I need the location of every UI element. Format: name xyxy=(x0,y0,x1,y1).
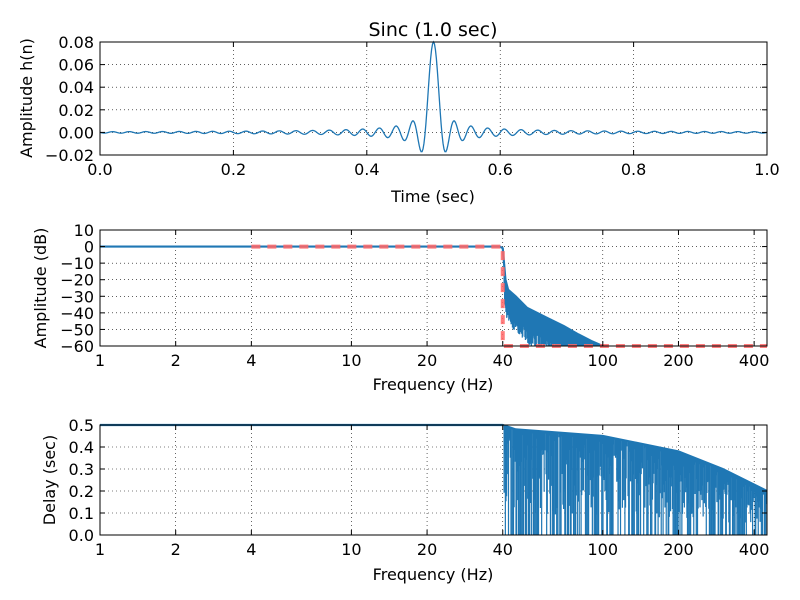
x-axis-label: Frequency (Hz) xyxy=(373,565,494,584)
y-tick-label: 0.02 xyxy=(58,101,94,120)
y-tick-label: 0.5 xyxy=(69,416,94,435)
x-tick-label: 400 xyxy=(739,540,770,559)
x-tick-label: 100 xyxy=(588,540,619,559)
x-tick-label: 200 xyxy=(663,351,694,370)
x-tick-label: 40 xyxy=(493,351,513,370)
delay-series-fill xyxy=(503,425,767,535)
chart-title: Sinc (1.0 sec) xyxy=(369,19,498,41)
amplitude-plot-frame xyxy=(99,229,768,347)
x-tick-label: 10 xyxy=(341,351,361,370)
x-tick-label: 200 xyxy=(663,540,694,559)
amplitude-response-panel: 1 2 4 10 20 40 100 200 400 −60−50−40−30−20−10010… xyxy=(31,221,769,394)
delay-series xyxy=(100,423,768,535)
delay-plot-frame xyxy=(99,424,768,536)
x-tick-label: 4 xyxy=(246,540,256,559)
y-tick-label: 0.0 xyxy=(69,526,94,545)
x-axis-label: Frequency (Hz) xyxy=(373,375,494,394)
impulse-ticks xyxy=(99,41,768,156)
x-tick-label: 40 xyxy=(493,540,513,559)
x-tick-label: 0.6 xyxy=(487,160,512,179)
x-tick-label: 0.0 xyxy=(87,160,112,179)
delay-response-panel: 1 2 4 10 20 40 100 200 400 0.0 0.1 0.2 0.3 0.4 0.5 Fr… xyxy=(40,416,769,584)
impulse-y-tick-labels: −0.02 0.00 0.02 0.04 0.06 0.08 xyxy=(45,33,94,165)
y-tick-label: −40 xyxy=(60,304,94,323)
impulse-grid xyxy=(99,41,768,156)
x-tick-label: 100 xyxy=(588,351,619,370)
x-tick-label: 20 xyxy=(417,351,437,370)
impulse-series xyxy=(99,40,768,153)
y-tick-label: 10 xyxy=(74,221,94,240)
delay-y-tick-labels: 0.0 0.1 0.2 0.3 0.4 0.5 xyxy=(69,416,94,545)
y-tick-label: 0.00 xyxy=(58,123,94,142)
x-axis-label: Time (sec) xyxy=(390,187,475,206)
x-tick-label: 1.0 xyxy=(754,160,779,179)
y-tick-label: 0.04 xyxy=(58,78,94,97)
x-tick-label: 1 xyxy=(95,351,105,370)
x-tick-label: 400 xyxy=(739,351,770,370)
x-tick-label: 0.4 xyxy=(354,160,379,179)
y-tick-label: −30 xyxy=(60,287,94,306)
y-tick-label: 0.1 xyxy=(69,504,94,523)
x-tick-label: 0.2 xyxy=(221,160,246,179)
y-tick-label: 0.3 xyxy=(69,460,94,479)
amplitude-ticks xyxy=(99,229,767,347)
y-tick-label: 0 xyxy=(84,238,94,257)
y-tick-label: −60 xyxy=(60,337,94,356)
x-tick-label: 4 xyxy=(246,351,256,370)
x-tick-label: 2 xyxy=(171,351,181,370)
y-axis-label: Amplitude (dB) xyxy=(31,228,50,349)
y-tick-label: 0.06 xyxy=(58,56,94,75)
y-axis-label: Amplitude h(n) xyxy=(17,38,36,158)
y-tick-label: −0.02 xyxy=(45,146,94,165)
y-tick-label: −10 xyxy=(60,254,94,273)
y-tick-label: 0.4 xyxy=(69,438,94,457)
x-tick-label: 20 xyxy=(417,540,437,559)
y-tick-label: 0.2 xyxy=(69,482,94,501)
amplitude-x-tick-labels: 1 2 4 10 20 40 100 200 400 xyxy=(95,351,770,370)
y-tick-label: −20 xyxy=(60,271,94,290)
x-tick-label: 0.8 xyxy=(621,160,646,179)
x-tick-label: 2 xyxy=(171,540,181,559)
impulse-response-panel: Sinc (1.0 sec) 0.0 0.2 0.4 0.6 0.8 1.0 −0.020… xyxy=(17,19,780,206)
y-tick-label: −50 xyxy=(60,320,94,339)
impulse-plot-frame xyxy=(99,41,768,156)
delay-ticks xyxy=(99,424,767,536)
y-axis-label: Delay (sec) xyxy=(40,435,59,525)
amplitude-series-fill xyxy=(503,264,604,346)
delay-x-tick-labels: 1 2 4 10 20 40 100 200 400 xyxy=(95,540,770,559)
y-tick-label: 0.08 xyxy=(58,33,94,52)
x-tick-label: 1 xyxy=(95,540,105,559)
impulse-x-tick-labels: 0.0 0.2 0.4 0.6 0.8 1.0 xyxy=(87,160,779,179)
x-tick-label: 10 xyxy=(341,540,361,559)
impulse-series-line-0 xyxy=(99,40,768,153)
